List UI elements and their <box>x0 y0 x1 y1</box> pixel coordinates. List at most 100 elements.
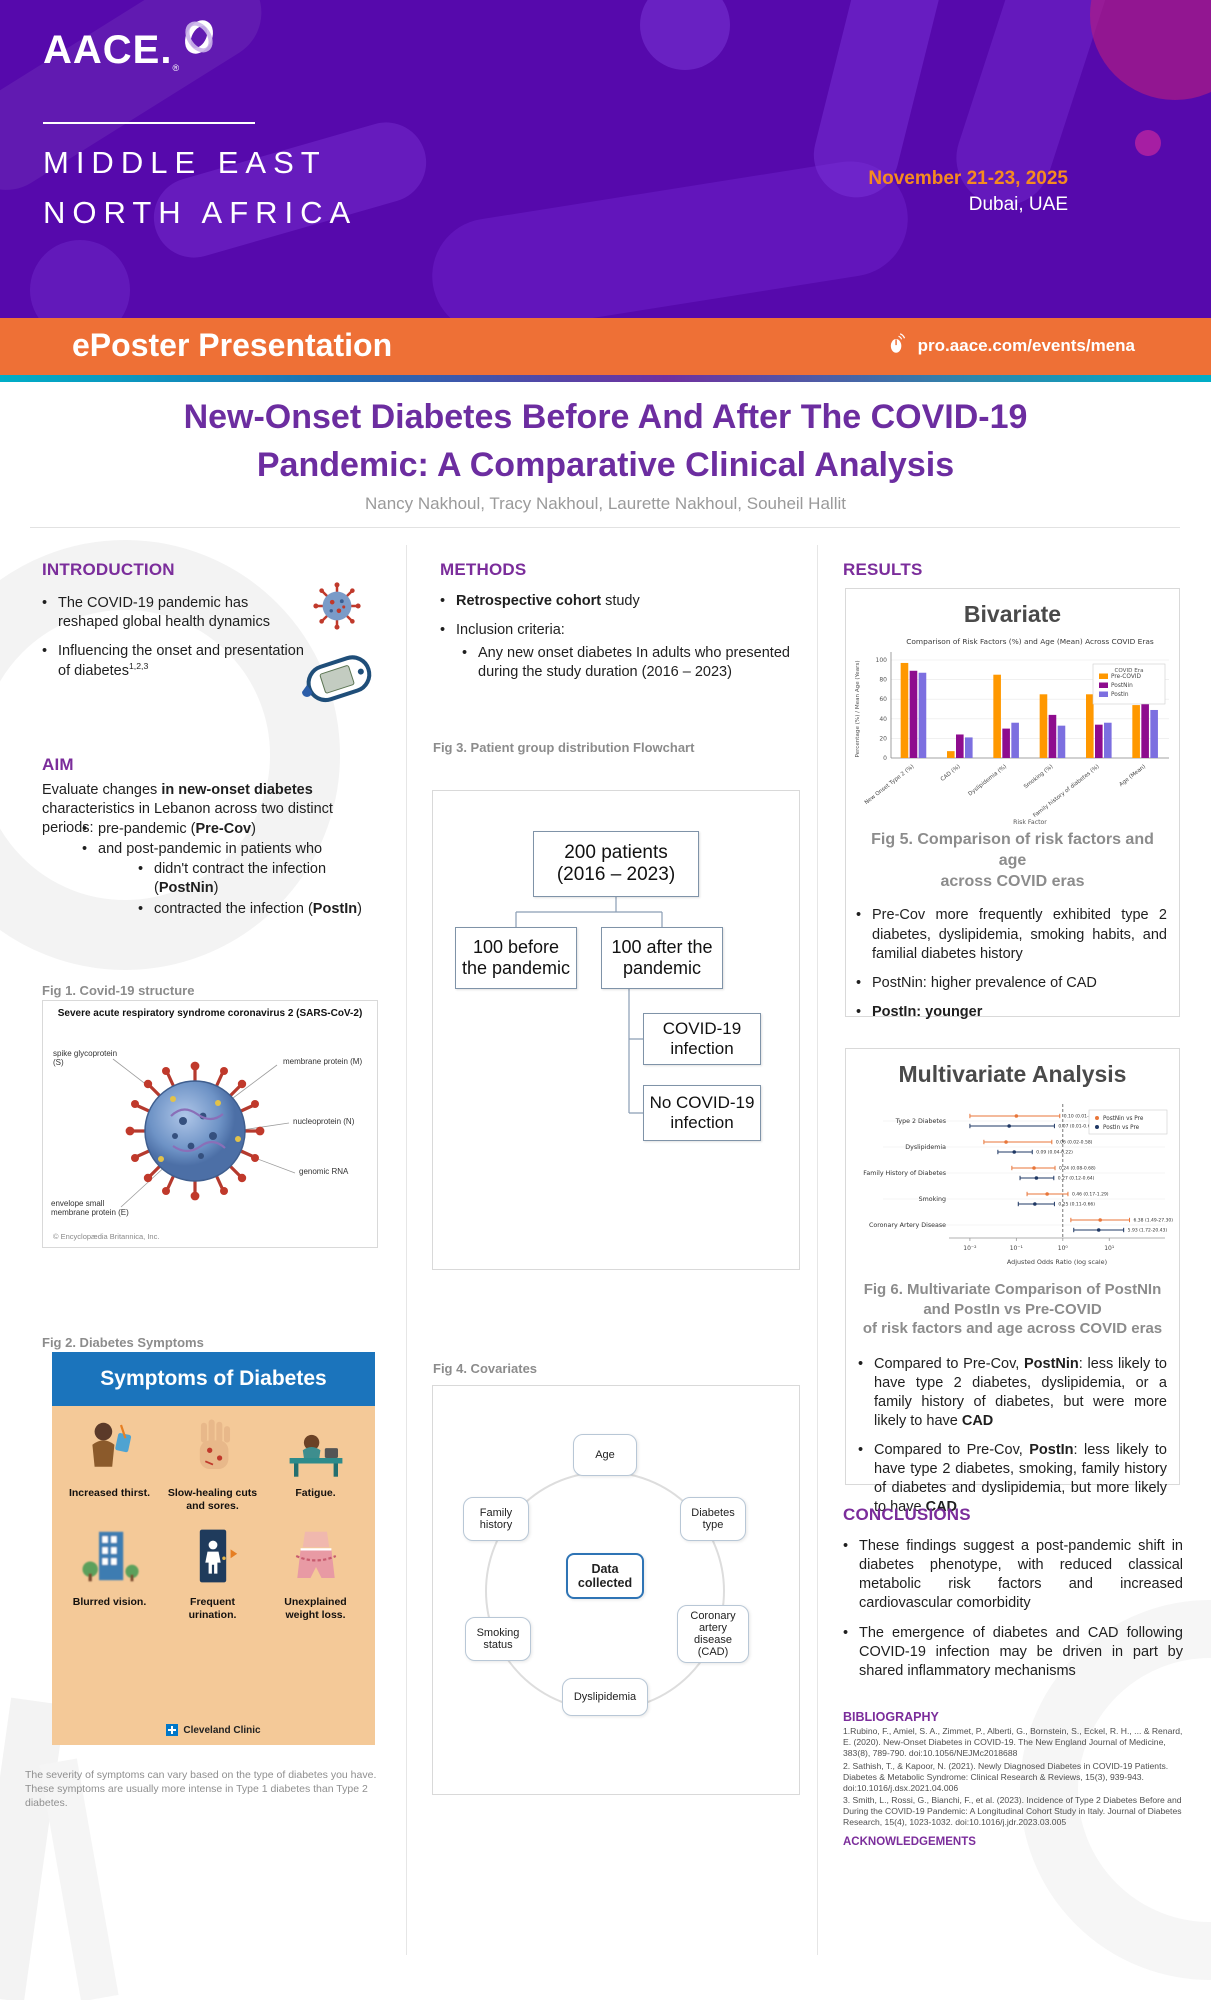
svg-text:CAD (%): CAD (%) <box>940 764 962 783</box>
flowchart-node-after: 100 after the pandemic <box>601 927 723 989</box>
bullet-item: • didn't contract the infection (PostNin) <box>138 860 387 898</box>
svg-text:Dyslipidemia (%): Dyslipidemia (%) <box>967 764 1008 798</box>
svg-text:0.25 (0.11-0.66): 0.25 (0.11-0.66) <box>1058 1202 1095 1208</box>
fig1-label-nucleoprotein: nucleoprotein (N) <box>293 1117 355 1126</box>
svg-text:Smoking (%): Smoking (%) <box>1023 764 1054 790</box>
event-date: November 21-23, 2025 <box>868 168 1068 189</box>
svg-text:Risk Factor: Risk Factor <box>1013 819 1047 826</box>
fig3-label: Fig 3. Patient group distribution Flowch… <box>433 740 695 755</box>
svg-text:Adjusted Odds Ratio (log scale: Adjusted Odds Ratio (log scale) <box>1007 1258 1107 1266</box>
svg-text:20: 20 <box>879 735 887 742</box>
text-segment: Evaluate changes <box>42 782 162 798</box>
column-divider-right <box>817 545 818 1955</box>
text-segment: Pre-Cov <box>195 821 252 837</box>
flowchart-node-covid-infection: COVID-19 infection <box>643 1013 761 1065</box>
text-segment: study <box>601 593 640 609</box>
bullet-item: • Inclusion criteria: <box>440 621 790 640</box>
fig1-label-membrane: membrane protein (M) <box>283 1057 363 1066</box>
text-segment: PostIn <box>312 900 358 917</box>
banner-url-link[interactable]: pro.aace.com/events/mena <box>917 336 1135 355</box>
poster-title-line2: Pandemic: A Comparative Clinical Analysi… <box>256 446 955 484</box>
symptom-caption: Frequent urination. <box>188 1596 237 1622</box>
fig1-label-rna: genomic RNA <box>299 1167 349 1176</box>
bullet-text: contracted the infection (PostIn) <box>154 900 387 919</box>
header-decor-capsule <box>423 153 917 318</box>
bullet-item: • Any new onset diabetes In adults who pr… <box>462 644 790 682</box>
hand-cuts-icon <box>175 1419 251 1484</box>
covariate-node-cad: Coronary artery disease (CAD) <box>677 1605 749 1663</box>
reference-item: 2. Sathish, T., & Kapoor, N. (2021). New… <box>843 1760 1169 1793</box>
fig1-label-envelope: envelope small membrane protein (E) <box>51 1199 129 1217</box>
aim-bullets: • pre-pandemic (Pre-Cov) • and post-pandemi… <box>42 820 387 920</box>
poster-title-line1: New-Onset Diabetes Before And After The … <box>183 398 1028 436</box>
cleveland-clinic-brand: Cleveland Clinic <box>52 1724 375 1736</box>
fig5-caption-line1: Fig 5. Comparison of risk factors and ag… <box>871 831 1154 869</box>
svg-text:0.46 (0.17-1.29): 0.46 (0.17-1.29) <box>1072 1192 1109 1198</box>
svg-text:COVID Era: COVID Era <box>1114 668 1143 674</box>
bullet-text: The emergence of diabetes and CAD follow… <box>859 1624 1183 1681</box>
symptom-caption: Fatigue. <box>295 1487 336 1499</box>
bullet-item: • The emergence of diabetes and CAD follo… <box>843 1624 1183 1681</box>
covariate-node-family-history: Family history <box>463 1497 529 1541</box>
registered-mark: ® <box>172 63 180 73</box>
fig1-title: Severe acute respiratory syndrome corona… <box>57 1008 363 1019</box>
text-segment: PostNin <box>1024 1355 1079 1372</box>
symptom-caption: Blurred vision. <box>72 1596 147 1609</box>
svg-text:6.38 (1.49-27.30): 6.38 (1.49-27.30) <box>1134 1218 1174 1224</box>
fig2-note: The severity of symptoms can vary based … <box>25 1769 377 1810</box>
svg-text:New Onset Type 2 (%): New Onset Type 2 (%) <box>864 764 916 806</box>
text-segment: Compared to Pre-Cov, <box>874 1442 1030 1458</box>
bullet-marker: • <box>462 645 468 662</box>
blurred-vision-icon <box>72 1532 148 1593</box>
text-segment: pre-pandemic ( <box>98 821 196 837</box>
bullet-marker: • <box>440 622 446 639</box>
symptom-cell: Blurred vision. <box>58 1523 161 1622</box>
bullet-marker: • <box>42 643 48 660</box>
text-segment: Inclusion criteria: <box>456 622 565 639</box>
introduction-bullets: • The COVID-19 pandemic has reshaped glob… <box>42 594 310 691</box>
bullet-text: PostIn: younger <box>872 1003 1167 1022</box>
reference-item: 1.Rubino, F., Amiel, S. A., Zimmet, P., … <box>843 1726 1183 1759</box>
bullet-item: • Retrospective cohort study <box>440 592 790 611</box>
text-segment: : less likely to have type 2 diabetes, d… <box>874 1355 1167 1429</box>
title-divider <box>30 527 1180 528</box>
aace-logo-text: AACE. <box>43 28 173 72</box>
cleveland-clinic-logo-text: Cleveland Clinic <box>183 1724 261 1736</box>
header-decor-circle <box>30 240 130 318</box>
event-when: November 21-23, 2025 Dubai, UAE <box>868 168 1068 216</box>
fig6-caption: Fig 6. Multivariate Comparison of PostNI… <box>846 1280 1179 1339</box>
methods-bullets: • Retrospective cohort study • Inclusion cr… <box>440 592 790 693</box>
header-decor-circle <box>1135 130 1161 156</box>
bivariate-panel: Bivariate Comparison of Risk Factors (%)… <box>845 588 1180 1020</box>
event-line2: NORTH AFRICA <box>43 195 358 231</box>
fig2-label: Fig 2. Diabetes Symptoms <box>42 1335 204 1350</box>
bullet-text: Influencing the onset and presentation o… <box>58 642 310 681</box>
text-segment: Retrospective cohort <box>456 593 602 609</box>
covariate-node-diabetes-type: Diabetes type <box>680 1497 746 1541</box>
svg-text:10⁰: 10⁰ <box>1058 1245 1069 1252</box>
fig3-panel: 200 patients (2016 – 2023) 100 before the… <box>432 790 800 1270</box>
flowchart-node-before: 100 before the pandemic <box>455 927 577 989</box>
svg-text:PostIn: PostIn <box>1111 692 1129 698</box>
bullet-text: and post-pandemic in patients who <box>98 840 387 859</box>
fatigue-icon <box>278 1434 354 1484</box>
fig1-credit: © Encyclopædia Britannica, Inc. <box>53 1232 160 1241</box>
text-segment: CAD <box>961 1412 994 1429</box>
bullet-text: These findings suggest a post-pandemic s… <box>859 1537 1183 1614</box>
svg-text:Smoking: Smoking <box>919 1196 946 1203</box>
text-segment: CAD <box>925 1499 958 1516</box>
bullet-marker: • <box>138 861 144 878</box>
text-segment: and post-pandemic in patients who <box>98 841 323 858</box>
bullet-text: Any new onset diabetes In adults who pre… <box>478 644 790 682</box>
svg-text:10¹: 10¹ <box>1104 1245 1115 1252</box>
thirst-icon <box>72 1422 148 1484</box>
event-location: Dubai, UAE <box>968 194 1068 215</box>
covariate-node-data-collected: Data collected <box>566 1553 644 1599</box>
bullet-marker: • <box>858 1442 864 1458</box>
text-segment: characteristics in Lebanon across two di… <box>42 801 333 837</box>
multivariate-panel: Multivariate Analysis Type 2 Diabetes Dys… <box>845 1048 1180 1515</box>
bullet-marker: • <box>42 595 48 611</box>
bivariate-title: Bivariate <box>963 601 1062 627</box>
bullet-marker: • <box>440 593 446 609</box>
svg-text:Dyslipidemia: Dyslipidemia <box>905 1144 946 1151</box>
